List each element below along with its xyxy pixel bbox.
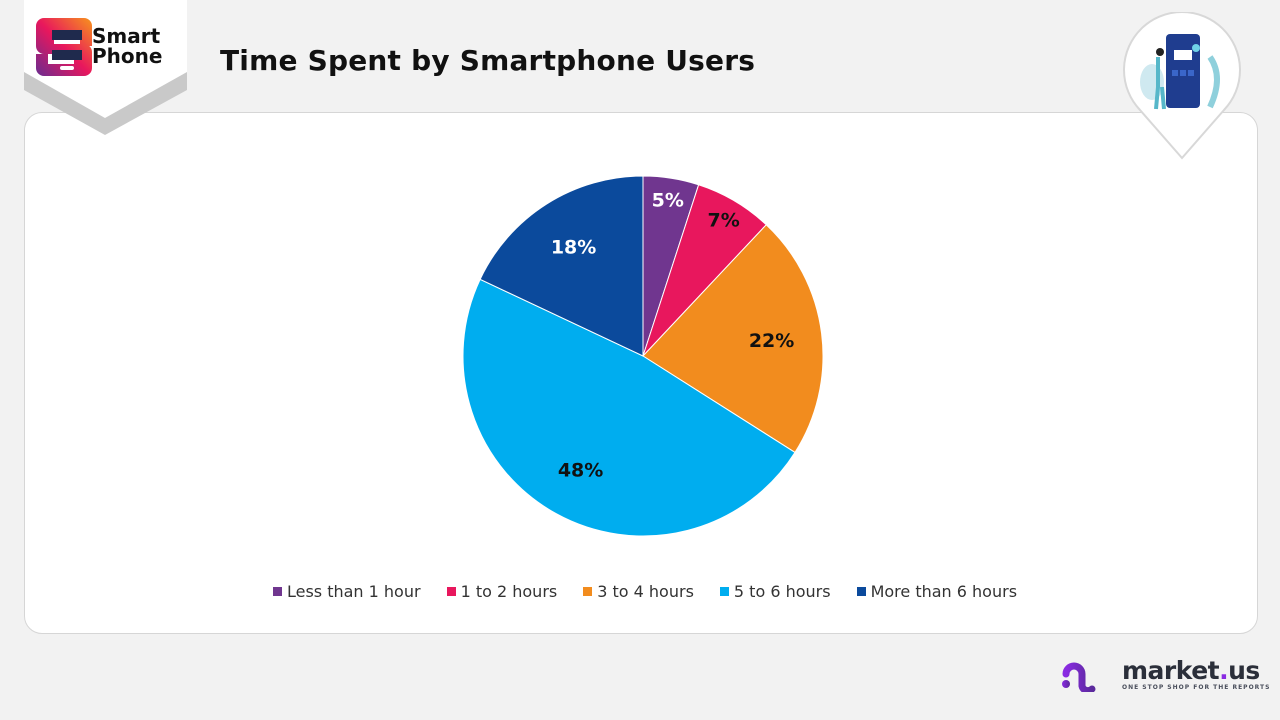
legend-label: Less than 1 hour (286, 582, 421, 601)
legend-label: 1 to 2 hours (460, 582, 558, 601)
brand-logo-text: Smart Phone (92, 24, 163, 68)
data-label: 48% (558, 460, 603, 482)
legend-label: 3 to 4 hours (597, 582, 694, 601)
chart-legend: Less than 1 hour 1 to 2 hours 3 to 4 hours… (0, 582, 1280, 601)
legend-item: 3 to 4 hours (583, 582, 694, 601)
legend-item: 5 to 6 hours (719, 582, 831, 601)
pie-slice-4 (462, 278, 796, 537)
data-label: 22% (749, 330, 794, 352)
market-us-logo-icon (1062, 660, 1116, 692)
legend-swatch (272, 587, 282, 596)
pie-slice-3 (642, 224, 824, 454)
data-label: 5% (652, 190, 684, 212)
legend-swatch (856, 587, 866, 596)
smartphone-illustration (1123, 12, 1241, 160)
legend-swatch (719, 587, 729, 596)
data-label: 18% (551, 237, 596, 259)
legend-label: More than 6 hours (870, 582, 1018, 601)
legend-label: 5 to 6 hours (733, 582, 831, 601)
legend-swatch (583, 587, 593, 596)
legend-item: Less than 1 hour (272, 582, 421, 601)
brand-badge (24, 0, 187, 135)
market-us-wordmark: market.us (1122, 656, 1260, 685)
legend-swatch (446, 587, 456, 596)
legend-item: More than 6 hours (856, 582, 1018, 601)
data-label: 7% (707, 210, 739, 232)
page-title: Time Spent by Smartphone Users (220, 44, 756, 77)
pie-slice-5 (479, 175, 644, 357)
market-us-tagline: ONE STOP SHOP FOR THE REPORTS (1122, 684, 1271, 691)
legend-item: 1 to 2 hours (446, 582, 558, 601)
